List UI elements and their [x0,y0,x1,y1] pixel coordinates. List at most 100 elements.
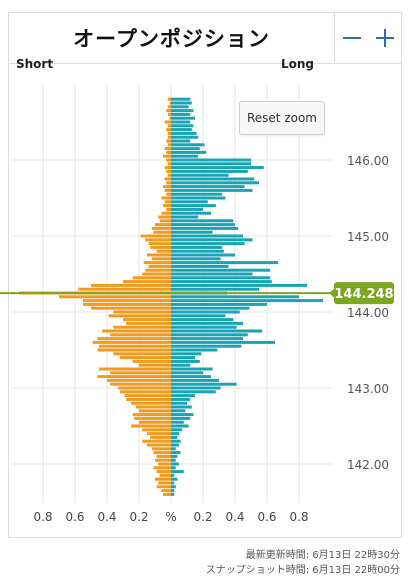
long-bar [171,211,211,215]
short-bar [126,397,171,401]
long-bar [171,116,195,120]
short-bar [153,466,171,470]
short-bar [158,481,171,485]
short-bar [126,321,171,325]
short-bar [97,348,171,352]
short-bar [108,314,171,318]
short-bar [166,139,171,143]
short-bar [132,413,171,417]
short-bar [151,226,171,230]
long-bar [171,390,216,394]
x-tick-label: 0.4 [97,510,116,524]
reset-zoom-button[interactable]: Reset zoom [239,101,325,135]
header-divider [9,63,401,64]
position-chart[interactable]: 142.00 143.00 144.00 145.00 146.00 0.8 0.6 0.4 0… [0,0,408,540]
current-price-badge [334,282,394,305]
short-bar [163,492,171,496]
short-bar [151,257,171,261]
long-bar [171,120,191,124]
long-bar [171,371,203,375]
y-tick-label: 142.00 [347,458,389,472]
long-bar [171,147,200,151]
long-bar [171,230,213,234]
short-bar [139,363,171,367]
short-bar [78,287,171,291]
long-bar [171,420,184,424]
long-bar [171,154,199,158]
short-bar [142,439,171,443]
long-bar [171,188,253,192]
long-bar [171,416,191,420]
short-bar [92,340,171,344]
short-bar [91,306,171,310]
short-bar [163,204,171,208]
short-bar [156,485,171,489]
long-bar [171,226,239,230]
short-bar [167,105,171,109]
long-bar [171,409,186,413]
long-bar [171,492,175,496]
long-bar [171,451,181,455]
short-bar [119,390,171,394]
short-bar [123,318,171,322]
long-bar [171,192,223,196]
zoom-out-button[interactable] [340,26,364,50]
long-bar [171,124,194,128]
short-bar [164,166,171,170]
short-bar [148,242,171,246]
long-bar [171,276,271,280]
long-bar [171,481,175,485]
short-bar [113,352,171,356]
long-bar [171,143,205,147]
long-bar [171,443,179,447]
chart-title: オープンポジション [9,13,335,63]
short-bar [145,238,171,242]
short-bar [155,458,171,462]
long-bar [171,219,234,223]
long-bar [171,473,175,477]
long-bar [171,454,178,458]
current-price-label: 144.248 [334,287,393,302]
x-tick-label: 0.2 [193,510,212,524]
long-bar [171,173,229,177]
short-bar [91,283,171,287]
long-bar [171,257,221,261]
short-bar [164,188,171,192]
short-bar [164,177,171,181]
long-bar [171,299,323,303]
short-bar [113,325,171,329]
short-bar [167,124,171,128]
y-tick-label: 145.00 [347,230,389,244]
long-bar [171,245,223,249]
long-bar [171,177,255,181]
long-bar [171,185,245,189]
y-tick-label: 144.00 [347,306,389,320]
long-bar [171,97,191,101]
x-tick-label: 0.4 [225,510,244,524]
last-updated-text: 最新更新時間: 6月13日 22時30分 [245,550,400,561]
long-bar [171,162,251,166]
short-bar [148,264,171,268]
long-bar [171,166,264,170]
long-bar [171,386,221,390]
long-bar [171,344,242,348]
short-bar [107,378,171,382]
short-bar [159,219,171,223]
short-bar [142,272,171,276]
long-bar [171,447,176,451]
long-bar [171,394,195,398]
y-tick-label: 143.00 [347,382,389,396]
short-bar [167,162,171,166]
long-bar [171,477,178,481]
zoom-in-button[interactable] [373,26,397,50]
short-bar [155,477,171,481]
y-tick-label: 146.00 [347,154,389,168]
short-bar [161,489,171,493]
short-bar [131,401,171,405]
long-bar [171,207,203,211]
long-bar [171,169,248,173]
short-bar [161,196,171,200]
long-bar [171,200,208,204]
short-bar [59,295,171,299]
short-bar [118,386,171,390]
